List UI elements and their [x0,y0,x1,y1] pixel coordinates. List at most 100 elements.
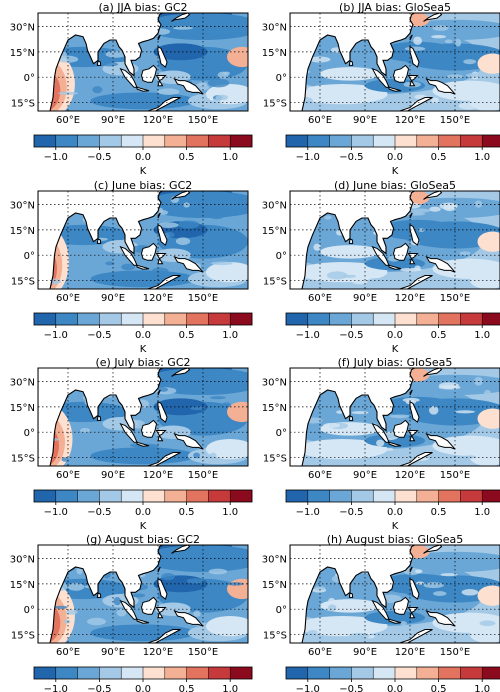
lon-tick-label: 150°E [440,647,470,658]
land-island [388,264,402,270]
map-frame [37,367,249,467]
colorbar-swatch [460,667,483,679]
colorbar-tick-label: −1.0 [44,152,68,163]
land-asia-africa [290,13,416,111]
land-island [157,400,168,423]
land-island [392,242,410,261]
land-island [348,415,354,421]
lat-tick-label: 0° [24,605,35,616]
land-island [348,238,354,244]
panel-title: (g) August bias: GC2 [86,533,200,546]
panel-title: (c) June bias: GC2 [94,179,193,192]
colorbar-swatch [351,667,374,679]
colorbar-swatch [482,490,500,502]
land-island [157,34,161,41]
lon-tick-label: 90°E [101,293,125,304]
map-frame [37,12,249,112]
lat-tick-label: 0° [24,251,35,262]
land-asia-africa [38,368,164,466]
land-asia-africa [38,13,164,111]
land-australia [398,97,433,111]
colorbar-swatch [230,490,253,502]
land-island [136,618,150,624]
colorbar-swatch [230,313,253,325]
land-island [171,191,191,200]
panel-e: (e) July bias: GC2 30°N 15°N 0° 15°S 60°E 90°E… [10,356,253,532]
panel-title: (a) JJA bias: GC2 [98,1,187,14]
colorbar-swatch [99,490,122,502]
land-island [171,545,191,554]
lat-tick-label: 30°N [262,378,287,389]
lat-tick-label: 30°N [262,201,287,212]
lon-tick-label: 150°E [440,293,470,304]
colorbar-swatch [460,135,483,147]
colorbar-swatch [460,490,483,502]
colorbar-swatch [99,135,122,147]
lon-tick-label: 120°E [143,470,173,481]
colorbar-swatch [121,667,144,679]
colorbar-swatch [77,313,100,325]
colorbar-swatch [460,313,483,325]
lon-tick-label: 60°E [56,293,80,304]
land-island [409,45,420,68]
land-australia [398,629,433,643]
lon-tick-label: 60°E [56,115,80,126]
lat-tick-label: 15°N [10,48,35,59]
colorbar-swatch [395,135,418,147]
lat-tick-label: 0° [24,428,35,439]
colorbar: −1.0−0.50.00.51.0K [33,666,253,692]
land-island [157,45,168,68]
colorbar-swatch [351,135,374,147]
land-island [423,191,443,200]
colorbar-tick-label: −1.0 [296,330,320,341]
colorbar-swatch [164,490,187,502]
colorbar-swatch [55,135,78,147]
colorbar-swatch [121,490,144,502]
colorbar-swatch [208,135,231,147]
land-island [425,255,456,273]
colorbar-tick-label: −0.5 [87,152,111,163]
land-island [409,223,420,246]
land-island [157,566,161,573]
land-island [157,577,168,600]
colorbar-tick-label: −0.5 [339,684,363,692]
colorbar-swatch [395,490,418,502]
colorbar-swatch [164,135,187,147]
land-island [348,60,354,66]
colorbar-tick-label: 0.0 [135,152,151,163]
colorbar-swatch [143,667,166,679]
lon-tick-label: 150°E [440,470,470,481]
colorbar-tick-label: −0.5 [339,330,363,341]
panel-title: (b) JJA bias: GloSea5 [339,1,451,14]
colorbar-swatch [286,313,309,325]
lat-tick-label: 15°N [262,403,287,414]
colorbar-tick-label: 0.0 [135,684,151,692]
lat-tick-label: 0° [276,428,287,439]
colorbar-tick-label: 0.5 [179,152,195,163]
land-island [173,609,204,627]
colorbar-label: K [392,166,399,177]
colorbar-swatch [143,313,166,325]
lon-tick-label: 120°E [395,470,425,481]
colorbar-tick-label: 0.5 [179,684,195,692]
land-island [392,419,410,438]
colorbar-swatch [286,490,309,502]
land-island [173,432,204,450]
colorbar-tick-label: −0.5 [87,330,111,341]
colorbar-tick-label: −0.5 [339,507,363,518]
colorbar-swatch [186,313,209,325]
colorbar-tick-label: −1.0 [44,507,68,518]
colorbar-tick-label: 0.5 [431,330,447,341]
land-island [140,242,158,261]
land-island [409,212,413,219]
colorbar-label: K [392,344,399,355]
land-australia [398,275,433,289]
colorbar-swatch [208,667,231,679]
lon-tick-label: 120°E [143,115,173,126]
lat-tick-label: 30°N [10,555,35,566]
land-island [173,255,204,273]
lat-tick-label: 30°N [10,201,35,212]
